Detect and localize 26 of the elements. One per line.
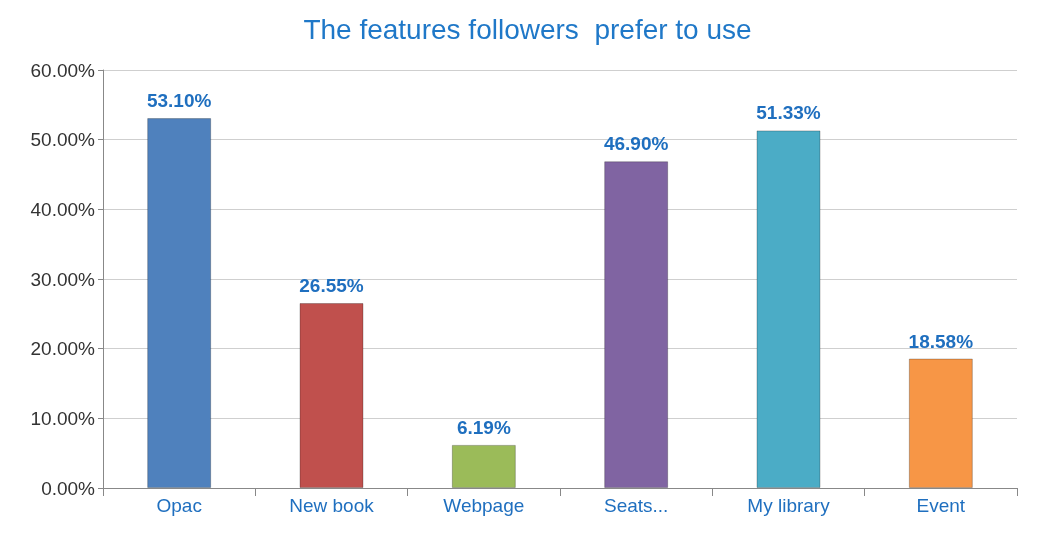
data-label: 53.10% [146, 90, 212, 112]
y-tick-label: 0.00% [41, 477, 96, 499]
bar [908, 358, 973, 488]
y-tick-label: 60.00% [30, 59, 96, 81]
y-tick-label: 20.00% [30, 338, 96, 360]
x-tick-label: Webpage [443, 495, 525, 516]
data-label: 6.19% [456, 416, 511, 438]
y-tick-label: 40.00% [30, 198, 96, 220]
data-label: 26.55% [299, 275, 364, 297]
bar [604, 161, 669, 488]
data-label: 51.33% [756, 102, 821, 124]
chart-title: The features followers prefer to use [303, 13, 752, 45]
y-tick-label: 10.00% [30, 407, 96, 429]
x-tick-label: Opac [156, 495, 202, 516]
bar [299, 303, 364, 488]
bar [451, 444, 516, 488]
y-tick-label: 30.00% [30, 268, 96, 290]
data-label: 18.58% [908, 330, 974, 352]
x-tick-label: New book [289, 495, 375, 516]
x-tick-label: Event [916, 495, 966, 516]
data-label: 46.90% [603, 133, 669, 155]
bar [756, 130, 821, 488]
x-tick-label: Seats... [603, 495, 669, 516]
bar [147, 118, 212, 488]
y-tick-label: 50.00% [30, 129, 96, 151]
x-tick-label: My library [747, 495, 831, 516]
